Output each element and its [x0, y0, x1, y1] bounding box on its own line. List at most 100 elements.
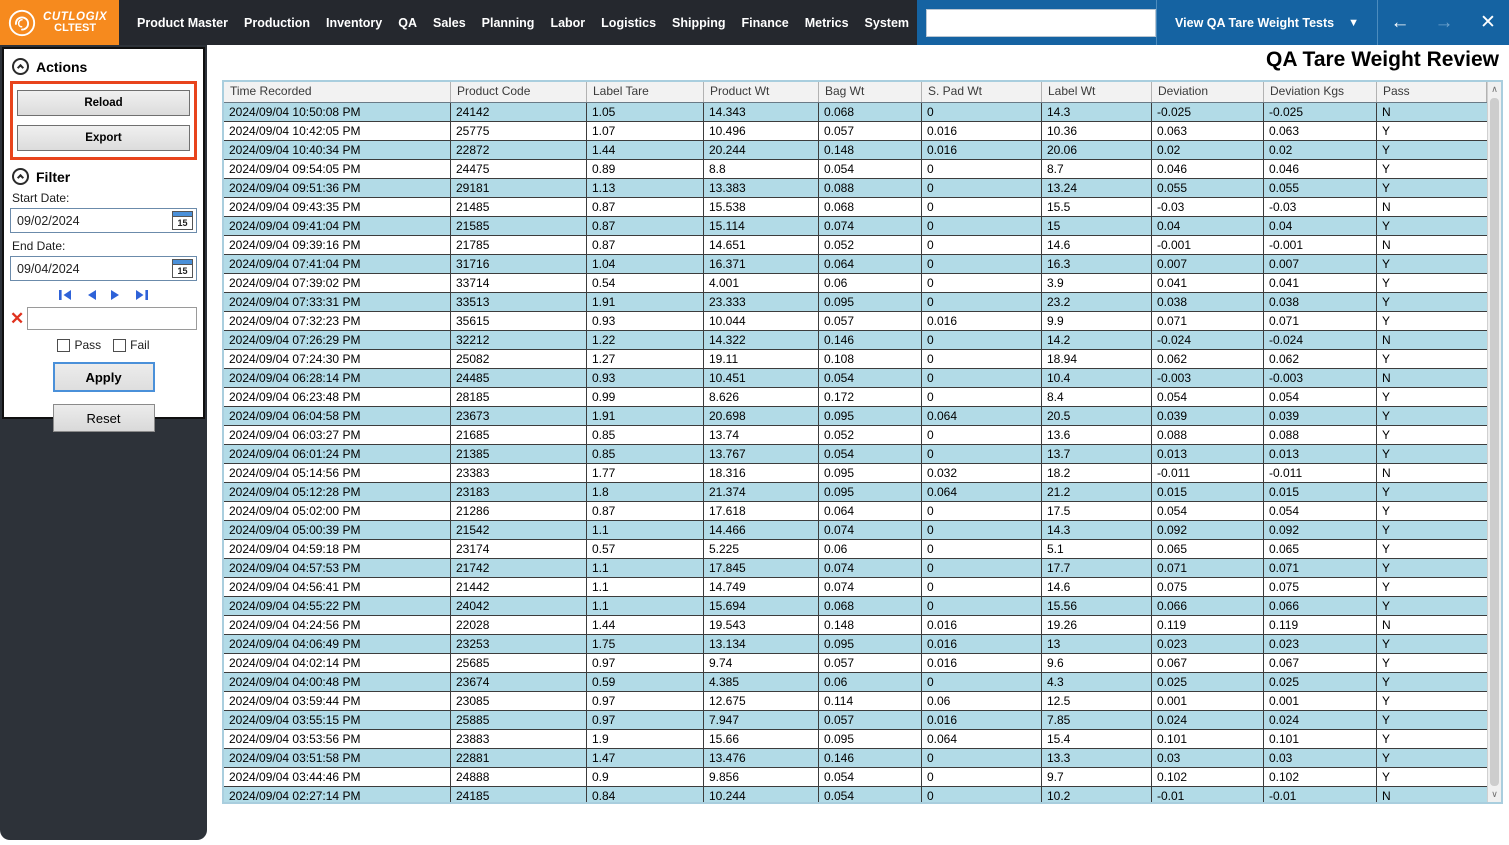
- table-cell: 0.041: [1152, 274, 1264, 292]
- table-row[interactable]: 2024/09/04 09:43:35 PM 21485 0.87 15.538 0.0…: [224, 198, 1487, 217]
- table-row[interactable]: 2024/09/04 10:50:08 PM 24142 1.05 14.343 0.0…: [224, 103, 1487, 122]
- clear-filter-icon[interactable]: ✕: [10, 309, 25, 328]
- table-row[interactable]: 2024/09/04 09:41:04 PM 21585 0.87 15.114 0.0…: [224, 217, 1487, 236]
- close-icon[interactable]: ✕: [1480, 12, 1496, 33]
- end-date-input[interactable]: [17, 261, 147, 276]
- column-header-pass[interactable]: Pass: [1377, 82, 1487, 102]
- last-page-icon[interactable]: [134, 289, 149, 301]
- table-row[interactable]: 2024/09/04 04:55:22 PM 24042 1.1 15.694 0.06…: [224, 597, 1487, 616]
- table-row[interactable]: 2024/09/04 05:02:00 PM 21286 0.87 17.618 0.0…: [224, 502, 1487, 521]
- table-row[interactable]: 2024/09/04 07:24:30 PM 25082 1.27 19.11 0.10…: [224, 350, 1487, 369]
- table-cell: 24475: [451, 160, 587, 178]
- table-row[interactable]: 2024/09/04 05:00:39 PM 21542 1.1 14.466 0.07…: [224, 521, 1487, 540]
- table-row[interactable]: 2024/09/04 04:00:48 PM 23674 0.59 4.385 0.06…: [224, 673, 1487, 692]
- table-row[interactable]: 2024/09/04 04:24:56 PM 22028 1.44 19.543 0.1…: [224, 616, 1487, 635]
- app-logo[interactable]: CUTLOGIX CLTEST: [0, 0, 119, 45]
- nav-item-metrics[interactable]: Metrics: [804, 15, 849, 30]
- table-row[interactable]: 2024/09/04 06:28:14 PM 24485 0.93 10.451 0.0…: [224, 369, 1487, 388]
- nav-item-planning[interactable]: Planning: [481, 15, 535, 30]
- column-header-product-code[interactable]: Product Code: [451, 82, 587, 102]
- previous-page-icon[interactable]: [86, 289, 97, 301]
- table-cell: 0.054: [819, 787, 922, 802]
- nav-item-inventory[interactable]: Inventory: [325, 15, 383, 30]
- column-header-product-wt[interactable]: Product Wt: [704, 82, 819, 102]
- back-icon[interactable]: ←: [1390, 12, 1410, 33]
- nav-item-sales[interactable]: Sales: [432, 15, 466, 30]
- column-header-time-recorded[interactable]: Time Recorded: [224, 82, 451, 102]
- filter-text-input[interactable]: [27, 307, 197, 330]
- nav-item-product-master[interactable]: Product Master: [137, 15, 228, 30]
- export-button[interactable]: Export: [17, 125, 190, 151]
- nav-item-logistics[interactable]: Logistics: [601, 15, 657, 30]
- nav-item-system[interactable]: System: [864, 15, 910, 30]
- nav-item-finance[interactable]: Finance: [741, 15, 789, 30]
- table-row[interactable]: 2024/09/04 04:56:41 PM 21442 1.1 14.749 0.07…: [224, 578, 1487, 597]
- scroll-down-icon[interactable]: ∨: [1491, 789, 1498, 799]
- calendar-icon[interactable]: 15: [172, 259, 193, 278]
- column-header-label-tare[interactable]: Label Tare: [587, 82, 704, 102]
- next-page-icon[interactable]: [110, 289, 121, 301]
- table-row[interactable]: 2024/09/04 06:23:48 PM 28185 0.99 8.626 0.17…: [224, 388, 1487, 407]
- table-row[interactable]: 2024/09/04 04:06:49 PM 23253 1.75 13.134 0.0…: [224, 635, 1487, 654]
- table-row[interactable]: 2024/09/04 04:02:14 PM 25685 0.97 9.74 0.057…: [224, 654, 1487, 673]
- table-row[interactable]: 2024/09/04 09:51:36 PM 29181 1.13 13.383 0.0…: [224, 179, 1487, 198]
- table-row[interactable]: 2024/09/04 03:53:56 PM 23883 1.9 15.66 0.095…: [224, 730, 1487, 749]
- table-row[interactable]: 2024/09/04 07:39:02 PM 33714 0.54 4.001 0.06…: [224, 274, 1487, 293]
- first-page-icon[interactable]: [58, 289, 73, 301]
- table-row[interactable]: 2024/09/04 06:03:27 PM 21685 0.85 13.74 0.05…: [224, 426, 1487, 445]
- apply-button[interactable]: Apply: [52, 362, 155, 392]
- fail-checkbox[interactable]: [113, 338, 127, 352]
- table-row[interactable]: 2024/09/04 10:40:34 PM 22872 1.44 20.244 0.1…: [224, 141, 1487, 160]
- table-row[interactable]: 2024/09/04 05:14:56 PM 23383 1.77 18.316 0.0…: [224, 464, 1487, 483]
- column-header-bag-wt[interactable]: Bag Wt: [819, 82, 922, 102]
- table-row[interactable]: 2024/09/04 03:55:15 PM 25885 0.97 7.947 0.05…: [224, 711, 1487, 730]
- collapse-chevron-icon[interactable]: [12, 58, 29, 75]
- column-header-label-wt[interactable]: Label Wt: [1042, 82, 1152, 102]
- scrollbar-thumb[interactable]: [1490, 98, 1499, 786]
- table-cell: 21442: [451, 578, 587, 596]
- table-row[interactable]: 2024/09/04 06:01:24 PM 21385 0.85 13.767 0.0…: [224, 445, 1487, 464]
- table-row[interactable]: 2024/09/04 09:54:05 PM 24475 0.89 8.8 0.054 0…: [224, 160, 1487, 179]
- column-header-deviation[interactable]: Deviation: [1152, 82, 1264, 102]
- table-row[interactable]: 2024/09/04 07:32:23 PM 35615 0.93 10.044 0.0…: [224, 312, 1487, 331]
- table-row[interactable]: 2024/09/04 07:41:04 PM 31716 1.04 16.371 0.0…: [224, 255, 1487, 274]
- table-cell: 8.8: [704, 160, 819, 178]
- view-selector-dropdown[interactable]: View QA Tare Weight Tests ▼: [1157, 16, 1377, 30]
- table-row[interactable]: 2024/09/04 07:33:31 PM 33513 1.91 23.333 0.0…: [224, 293, 1487, 312]
- fail-checkbox-label: Fail: [130, 338, 150, 352]
- collapse-chevron-icon[interactable]: [12, 168, 29, 185]
- table-row[interactable]: 2024/09/04 03:59:44 PM 23085 0.97 12.675 0.1…: [224, 692, 1487, 711]
- table-row[interactable]: 2024/09/04 04:57:53 PM 21742 1.1 17.845 0.07…: [224, 559, 1487, 578]
- nav-item-production[interactable]: Production: [244, 15, 310, 30]
- table-row[interactable]: 2024/09/04 09:39:16 PM 21785 0.87 14.651 0.0…: [224, 236, 1487, 255]
- table-cell: 0.85: [587, 445, 704, 463]
- reload-button[interactable]: Reload: [17, 90, 190, 116]
- table-cell: 1.77: [587, 464, 704, 482]
- table-cell: 15.114: [704, 217, 819, 235]
- global-search-input[interactable]: [926, 8, 1157, 37]
- table-row[interactable]: 2024/09/04 03:51:58 PM 22881 1.47 13.476 0.1…: [224, 749, 1487, 768]
- nav-item-labor[interactable]: Labor: [550, 15, 586, 30]
- table-row[interactable]: 2024/09/04 06:04:58 PM 23673 1.91 20.698 0.0…: [224, 407, 1487, 426]
- vertical-scrollbar[interactable]: ∧ ∨: [1487, 82, 1501, 802]
- scroll-up-icon[interactable]: ∧: [1491, 84, 1498, 94]
- table-row[interactable]: 2024/09/04 07:26:29 PM 32212 1.22 14.322 0.1…: [224, 331, 1487, 350]
- table-row[interactable]: 2024/09/04 04:59:18 PM 23174 0.57 5.225 0.06…: [224, 540, 1487, 559]
- reset-button[interactable]: Reset: [52, 404, 155, 432]
- column-header-deviation-kgs[interactable]: Deviation Kgs: [1264, 82, 1377, 102]
- table-cell: 0.015: [1264, 483, 1377, 501]
- table-cell: 0.97: [587, 654, 704, 672]
- column-header-s-pad-wt[interactable]: S. Pad Wt: [922, 82, 1042, 102]
- table-row[interactable]: 2024/09/04 10:42:05 PM 25775 1.07 10.496 0.0…: [224, 122, 1487, 141]
- nav-item-qa[interactable]: QA: [398, 15, 417, 30]
- calendar-icon[interactable]: 15: [172, 211, 193, 230]
- table-row[interactable]: 2024/09/04 05:12:28 PM 23183 1.8 21.374 0.09…: [224, 483, 1487, 502]
- table-cell: 1.05: [587, 103, 704, 121]
- start-date-input[interactable]: [17, 213, 147, 228]
- nav-item-shipping[interactable]: Shipping: [672, 15, 726, 30]
- table-row[interactable]: 2024/09/04 02:27:14 PM 24185 0.84 10.244 0.0…: [224, 787, 1487, 802]
- forward-icon[interactable]: →: [1434, 12, 1454, 33]
- table-row[interactable]: 2024/09/04 03:44:46 PM 24888 0.9 9.856 0.054…: [224, 768, 1487, 787]
- pass-checkbox[interactable]: [57, 338, 71, 352]
